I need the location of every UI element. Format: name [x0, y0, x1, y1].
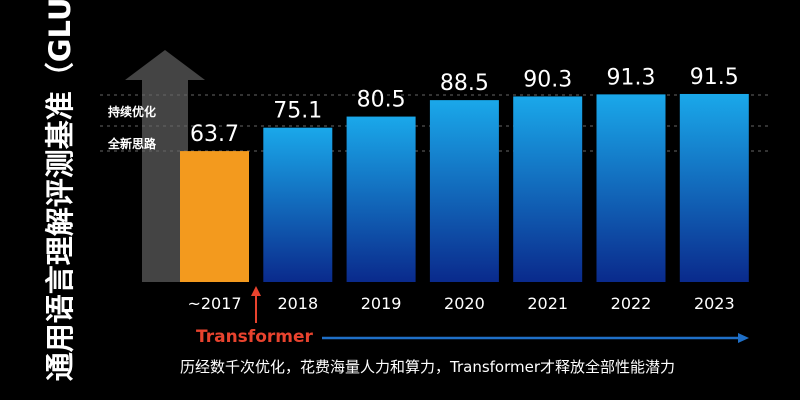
annotation-continuous-optimization: 持续优化: [108, 105, 157, 119]
data-label: 80.5: [357, 88, 406, 113]
red-up-arrow-icon: [251, 286, 261, 296]
data-label: 75.1: [273, 99, 322, 124]
caption: 历经数千次优化，花费海量人力和算力，Transformer才释放全部性能潜力: [180, 358, 676, 376]
bar-2021: [513, 96, 583, 282]
x-tick-label: 2018: [277, 294, 318, 313]
data-label: 63.7: [190, 122, 239, 147]
bar-~2017: [180, 151, 249, 282]
bar-2023: [679, 93, 749, 282]
data-label: 90.3: [523, 67, 572, 92]
x-tick-label: 2023: [694, 294, 735, 313]
bar-2019: [346, 116, 416, 282]
x-tick-label: 2019: [361, 294, 402, 313]
bar-2020: [429, 100, 499, 282]
annotation-new-ideas: 全新思路: [108, 137, 157, 151]
bar-2022: [596, 94, 666, 282]
bar-2018: [263, 127, 333, 283]
data-label: 88.5: [440, 71, 489, 96]
transformer-label: Transformer: [196, 327, 313, 347]
x-tick-label: 2021: [527, 294, 568, 313]
data-label: 91.3: [607, 65, 656, 90]
timeline-arrow-head-icon: [738, 333, 749, 343]
x-tick-label: ~2017: [187, 294, 241, 313]
x-tick-label: 2020: [444, 294, 485, 313]
data-label: 91.5: [690, 65, 739, 90]
x-tick-label: 2022: [611, 294, 652, 313]
y-axis-title: 通用语言理解评测基准（GLUE）: [43, 0, 77, 382]
